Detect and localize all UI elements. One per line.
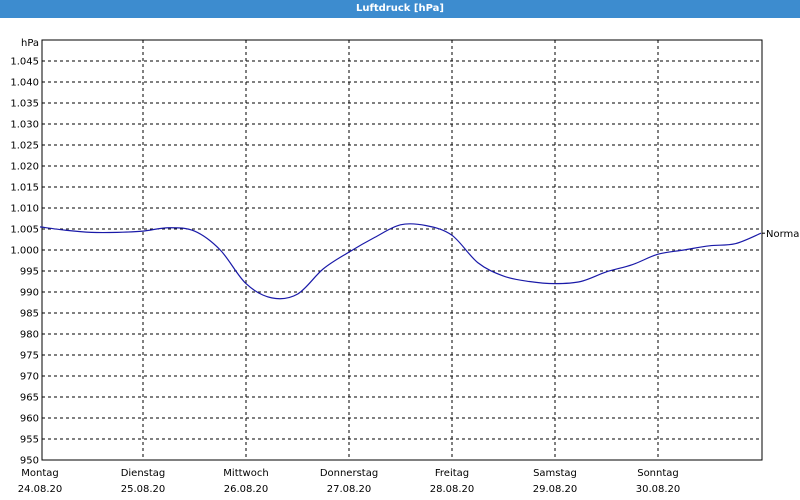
y-tick-label: 985	[20, 309, 39, 320]
y-tick-label: 1.030	[10, 120, 39, 131]
pressure-series-line	[39, 223, 762, 300]
normal-label: Normal	[766, 229, 800, 240]
x-tick-date: 30.08.20	[636, 484, 681, 495]
y-tick-label: 1.020	[10, 162, 39, 173]
x-tick-date: 26.08.20	[224, 484, 269, 495]
x-tick-date: 29.08.20	[533, 484, 578, 495]
y-tick-label: 990	[20, 288, 39, 299]
y-tick-label: 1.015	[10, 183, 39, 194]
x-tick-date: 27.08.20	[327, 484, 372, 495]
y-tick-label: 955	[20, 435, 39, 446]
y-tick-label: 1.010	[10, 204, 39, 215]
x-tick-day: Dienstag	[121, 468, 166, 479]
y-tick-label: 1.040	[10, 78, 39, 89]
y-tick-label: 1.000	[10, 246, 39, 257]
x-tick-day: Mittwoch	[223, 468, 268, 479]
y-axis-unit: hPa	[21, 38, 40, 49]
y-tick-label: 960	[20, 414, 39, 425]
x-tick-day: Montag	[21, 468, 58, 479]
y-tick-label: 1.025	[10, 141, 39, 152]
x-tick-day: Freitag	[435, 468, 469, 479]
y-tick-label: 965	[20, 393, 39, 404]
y-tick-label: 1.005	[10, 225, 39, 236]
x-tick-date: 24.08.20	[18, 484, 63, 495]
y-tick-label: 980	[20, 330, 39, 341]
y-tick-label: 975	[20, 351, 39, 362]
x-tick-day: Donnerstag	[320, 468, 378, 479]
y-tick-label: 1.045	[10, 57, 39, 68]
y-tick-label: 1.035	[10, 99, 39, 110]
chart-title: Luftdruck [hPa]	[0, 0, 800, 18]
x-tick-date: 25.08.20	[121, 484, 166, 495]
x-tick-date: 28.08.20	[430, 484, 475, 495]
y-tick-label: 995	[20, 267, 39, 278]
y-tick-label: 970	[20, 372, 39, 383]
y-tick-label: 950	[20, 456, 39, 467]
x-tick-day: Sonntag	[637, 468, 679, 479]
x-tick-day: Samstag	[533, 468, 577, 479]
